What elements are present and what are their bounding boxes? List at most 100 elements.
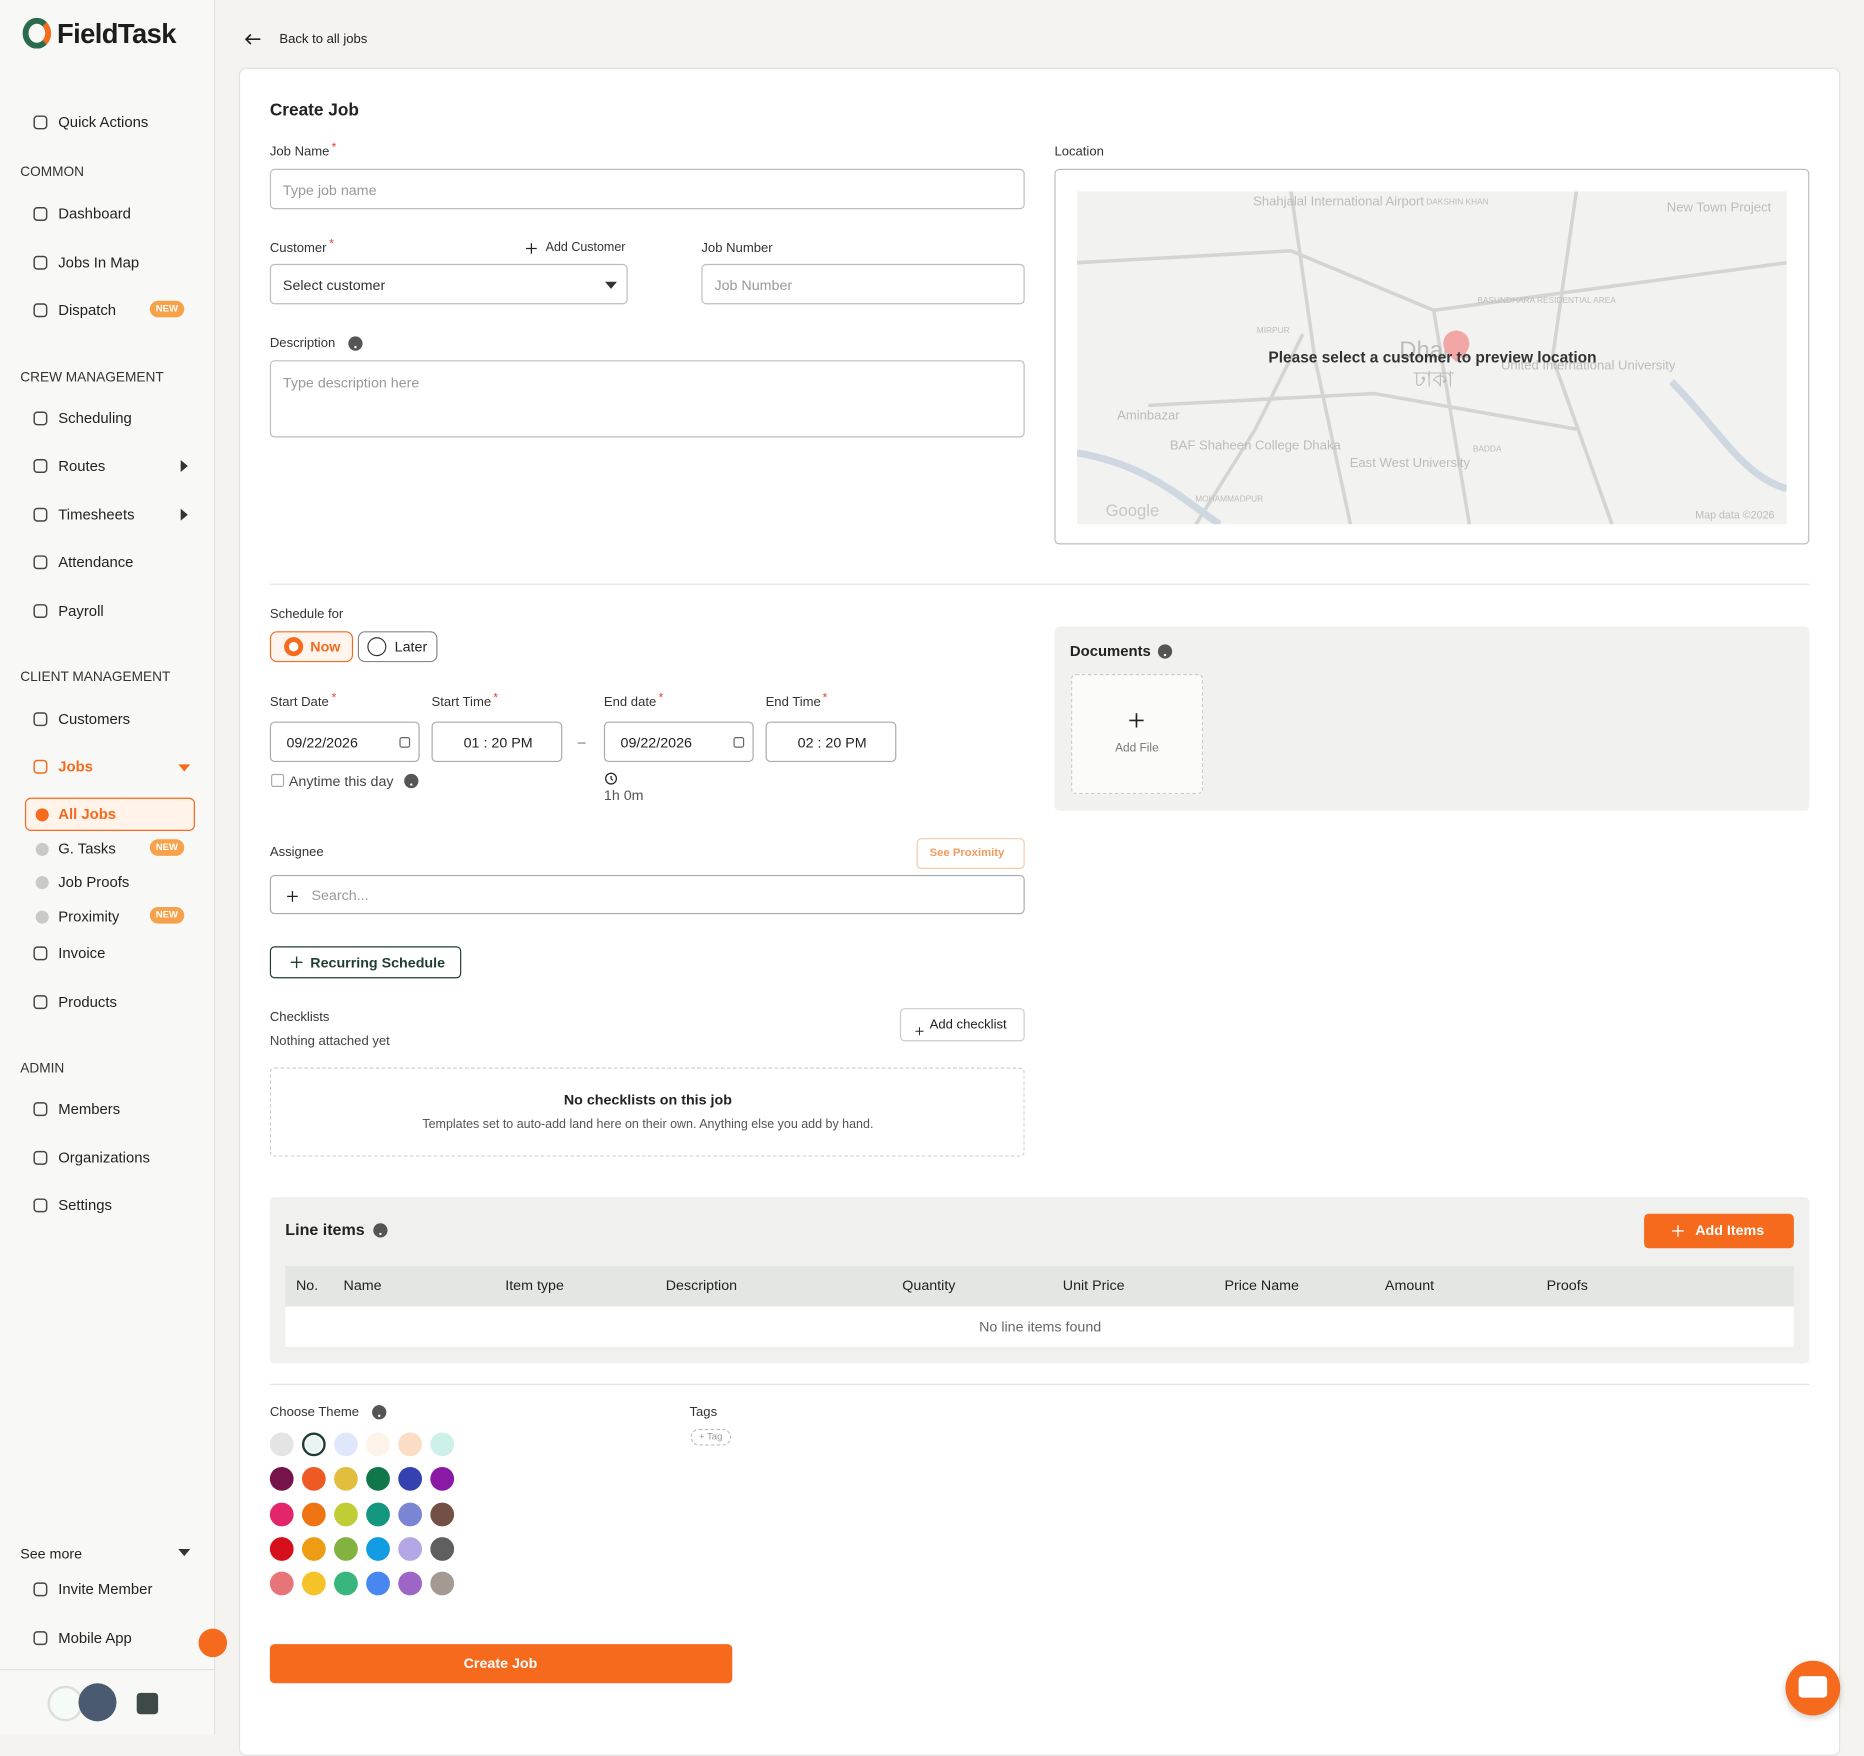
input[interactable]: Type job name — [269, 168, 1025, 210]
add-items-label: Add Items — [1695, 1222, 1765, 1239]
theme-swatch[interactable] — [366, 1571, 390, 1596]
nav-label[interactable]: Timesheets — [58, 506, 135, 524]
nav-icon — [32, 1101, 49, 1118]
theme-swatch[interactable] — [269, 1432, 294, 1457]
theme-swatch[interactable] — [430, 1432, 455, 1457]
nav-label[interactable]: G. Tasks — [58, 840, 116, 858]
nav-label[interactable]: Payroll — [58, 602, 104, 620]
chat-icon — [1798, 1676, 1828, 1698]
theme-swatch[interactable] — [269, 1467, 294, 1492]
theme-swatch[interactable] — [430, 1502, 455, 1526]
nav-label[interactable]: Scheduling — [58, 410, 132, 427]
theme-swatch[interactable] — [430, 1467, 455, 1492]
input-text: Type description here — [282, 374, 420, 392]
nav-label[interactable]: Jobs — [58, 758, 93, 776]
date-separator: – — [577, 733, 586, 751]
input[interactable]: Job Number — [701, 263, 1025, 305]
theme-swatch[interactable] — [301, 1571, 326, 1596]
theme-swatch[interactable] — [398, 1502, 423, 1526]
theme-swatch[interactable] — [430, 1571, 455, 1596]
field-label: Location — [1054, 145, 1104, 160]
see-proximity-label: See Proximity — [929, 846, 1005, 860]
add-tag[interactable]: + Tag — [690, 1428, 731, 1446]
input[interactable]: Type description here — [269, 360, 1025, 438]
nav-label[interactable]: Routes — [58, 457, 106, 475]
nav-label[interactable]: Products — [58, 993, 117, 1011]
theme-swatch[interactable] — [430, 1536, 455, 1561]
theme-swatch[interactable] — [301, 1467, 326, 1492]
add-customer[interactable]: Add Customer — [545, 240, 626, 255]
date-input[interactable]: 09/22/2026 — [269, 721, 420, 763]
theme-swatch[interactable] — [366, 1467, 390, 1492]
theme-swatch[interactable] — [398, 1467, 423, 1492]
theme-swatch[interactable] — [398, 1432, 423, 1457]
theme-swatch[interactable] — [334, 1432, 358, 1457]
back-link[interactable]: Back to all jobs — [279, 32, 368, 47]
nav-label[interactable]: Invoice — [58, 945, 106, 962]
nav-label[interactable]: Dispatch — [58, 301, 117, 319]
theme-swatch[interactable] — [301, 1432, 326, 1457]
theme-swatch[interactable] — [398, 1536, 423, 1561]
nav-label[interactable]: Organizations — [58, 1149, 150, 1167]
plus-icon — [914, 1021, 925, 1036]
anytime-label: Anytime this day — [288, 772, 394, 790]
nav-label[interactable]: Mobile App — [58, 1629, 132, 1647]
sidebar-divider — [0, 1669, 216, 1671]
app-switch[interactable] — [136, 1692, 159, 1715]
nav-icon-svg — [33, 1631, 48, 1646]
nav-label[interactable]: Quick Actions — [58, 114, 149, 131]
nav-label[interactable]: Members — [58, 1100, 121, 1118]
input[interactable]: Select customer — [269, 263, 628, 305]
see-more[interactable]: See more — [20, 1545, 83, 1563]
theme-swatch[interactable] — [366, 1536, 390, 1561]
required-mark: * — [331, 141, 337, 155]
nav-icon — [32, 1150, 49, 1167]
radio-later[interactable] — [357, 631, 438, 663]
checkbox[interactable] — [271, 773, 285, 787]
add-file[interactable] — [1071, 674, 1204, 795]
nav-label[interactable]: Job Proofs — [58, 873, 130, 891]
add-checklist[interactable]: Add checklist — [899, 1008, 1025, 1042]
section-title: ADMIN — [20, 1061, 65, 1076]
date-input[interactable]: 09/22/2026 — [603, 721, 754, 763]
nav-label[interactable]: Proximity — [58, 908, 120, 925]
nav-label[interactable]: All Jobs — [58, 805, 117, 823]
add-items[interactable]: Add Items — [1644, 1213, 1794, 1249]
theme-swatch[interactable] — [269, 1536, 294, 1561]
radio-now[interactable] — [269, 631, 354, 663]
theme-swatch[interactable] — [334, 1536, 358, 1561]
nav-label[interactable]: Dashboard — [58, 205, 131, 223]
theme-swatch[interactable] — [269, 1502, 294, 1526]
recurring-button[interactable]: Recurring Schedule — [269, 946, 462, 979]
theme-swatch[interactable] — [366, 1502, 390, 1526]
date-input[interactable]: 01 : 20 PM — [431, 721, 563, 763]
checklist-empty — [269, 1067, 1025, 1157]
table-row — [285, 1306, 1794, 1347]
nav-label[interactable]: Settings — [58, 1197, 112, 1214]
theme-swatch[interactable] — [334, 1571, 358, 1596]
back-arrow[interactable] — [244, 30, 263, 49]
theme-swatch[interactable] — [334, 1467, 358, 1492]
radio-label: Now — [310, 638, 341, 656]
nav-icon-svg — [33, 946, 48, 961]
nav-label[interactable]: Invite Member — [58, 1581, 153, 1598]
theme-swatch[interactable] — [398, 1571, 423, 1596]
theme-swatch[interactable] — [301, 1536, 326, 1561]
date-input[interactable]: 02 : 20 PM — [765, 721, 897, 763]
field-label: Job Number — [701, 241, 773, 256]
nav-label[interactable]: Jobs In Map — [58, 254, 140, 272]
nav-label[interactable]: Customers — [58, 710, 131, 728]
theme-swatch[interactable] — [269, 1571, 294, 1596]
theme-swatch[interactable] — [366, 1432, 390, 1457]
nav-label[interactable]: Attendance — [58, 553, 134, 571]
nav-icon-svg — [33, 555, 48, 570]
submit-button[interactable]: Create Job — [269, 1644, 733, 1684]
nav-arrow — [178, 764, 191, 772]
theme-swatch[interactable] — [334, 1502, 358, 1526]
divider — [269, 1383, 1810, 1385]
theme-swatch[interactable] — [301, 1502, 326, 1526]
see-proximity[interactable]: See Proximity — [916, 838, 1025, 869]
assignee-search[interactable]: Search... — [269, 874, 1025, 915]
collapse-btn[interactable] — [198, 1628, 228, 1658]
column-header: Proofs — [1546, 1276, 1588, 1294]
